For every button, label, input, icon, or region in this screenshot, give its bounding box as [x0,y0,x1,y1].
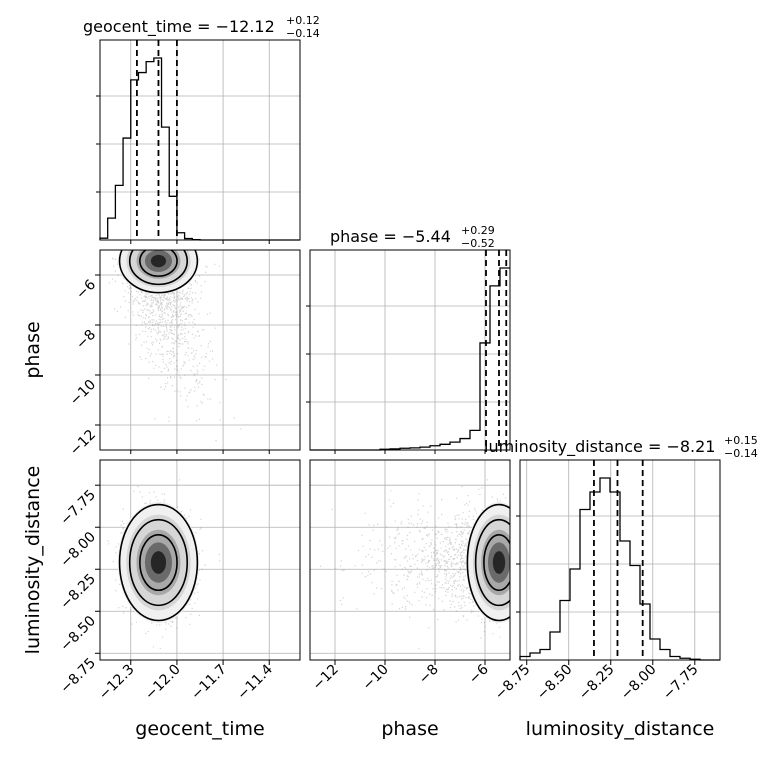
title-luminosity-distance-plus: +0.15 [724,434,758,447]
pair-panel-geocent-time-phase [99,249,301,451]
xlabel-geocent-time: geocent_time [135,718,264,740]
title-luminosity-distance-minus: −0.14 [724,447,758,460]
xtick-label-luminosity-distance: −8.50 [534,662,576,704]
hist-step-phase [310,267,510,451]
ytick-label-luminosity-distance: −8.00 [57,529,99,571]
hist-step-luminosity-distance [519,477,720,661]
xtick-label-luminosity-distance: −8.00 [618,662,660,704]
pair-panel-geocent-time-luminosity-distance [99,459,301,661]
title-geocent-time-minus: −0.14 [286,27,320,40]
xtick-label-geocent-time: −11.4 [234,661,276,703]
contour-line [118,503,199,622]
hist-panel-geocent-time [96,39,301,241]
xtick-label-luminosity-distance: −8.25 [576,662,618,704]
xtick-label-phase: −12 [310,662,342,694]
xtick-label-geocent-time: −11.7 [188,662,230,704]
pair-data [320,479,510,650]
xtick-label-geocent-time: −12.3 [96,662,138,704]
contour-line [139,250,178,277]
contour-line [128,518,189,607]
panel-frame [99,249,301,451]
ylabel-phase: phase [22,321,44,378]
ytick-label-phase: −12 [67,427,99,459]
panel-frame [519,459,721,661]
xtick-label-phase: −8 [416,662,442,688]
ytick-label-phase: −8 [73,327,99,353]
contour-line [474,518,510,607]
ytick-label-luminosity-distance: −8.50 [57,613,99,655]
panel-frame [309,249,511,451]
xlabel-luminosity-distance: luminosity_distance [526,718,715,740]
title-geocent-time: geocent_time = −12.12 [83,17,275,37]
ytick-label-phase: −10 [67,377,99,409]
xtick-label-geocent-time: −12.0 [142,662,184,704]
contour-line [483,533,510,592]
density-level [492,551,506,574]
density-level [150,551,167,574]
ytick-label-luminosity-distance: −8.25 [57,571,99,613]
title-geocent-time-plus: +0.12 [286,14,320,27]
contour-line [128,250,189,286]
hist-panel-luminosity-distance [516,459,721,661]
contour-line [466,503,510,622]
title-phase-plus: +0.29 [461,224,495,237]
hist-step-geocent-time [99,57,300,241]
pair-panel-phase-luminosity-distance [309,459,511,661]
density-level [150,254,167,268]
pair-data [107,479,221,649]
ylabel-luminosity-distance: luminosity_distance [22,466,44,655]
ytick-label-luminosity-distance: −8.75 [57,655,99,697]
ytick-label-phase: −6 [73,277,99,303]
panel-frame [99,459,301,661]
xlabel-phase: phase [381,718,438,740]
title-phase-minus: −0.52 [461,237,495,250]
title-luminosity-distance: luminosity_distance = −8.21 [484,437,715,457]
pair-data [108,250,242,442]
hist-panel-phase [306,249,511,451]
panel-frame [309,459,511,661]
title-phase: phase = −5.44 [330,227,451,246]
contour-line [118,250,199,294]
xtick-label-luminosity-distance: −8.75 [492,662,534,704]
xtick-label-luminosity-distance: −7.75 [660,662,702,704]
panel-frame [99,39,301,241]
ytick-label-luminosity-distance: −7.75 [57,487,99,529]
xtick-label-phase: −10 [360,662,392,694]
contour-line [139,533,178,592]
xtick-label-phase: −6 [466,661,492,687]
